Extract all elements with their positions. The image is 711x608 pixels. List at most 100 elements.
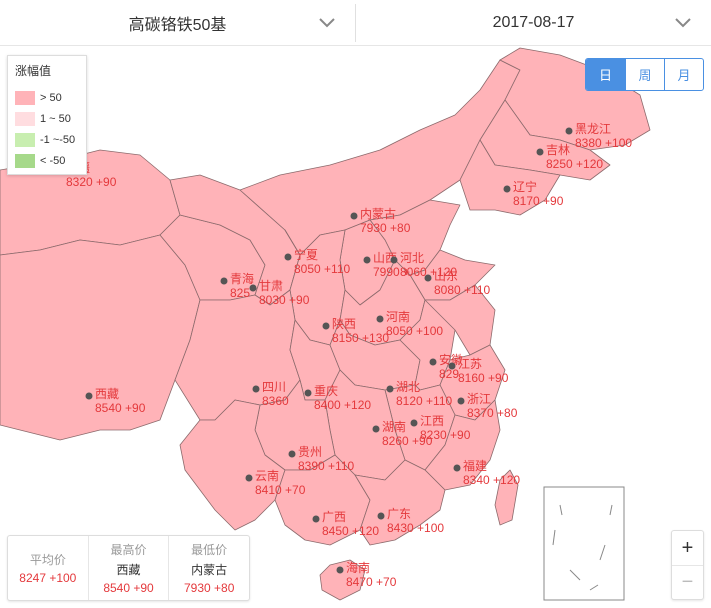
legend-swatch	[15, 111, 35, 126]
stat-average: 平均价 8247 +100	[8, 536, 88, 600]
province-value: 8390 +110	[298, 459, 354, 473]
marker-dot	[424, 274, 432, 282]
period-month-button[interactable]: 月	[664, 59, 703, 90]
province-name: 湖北	[396, 379, 420, 394]
marker-dot	[288, 450, 296, 458]
legend-item[interactable]: -1 ~-50	[15, 129, 79, 150]
province-name: 安徽	[439, 352, 463, 367]
zoom-out-button[interactable]: −	[672, 565, 703, 599]
stat-value: 8247 +100	[19, 571, 77, 585]
product-dropdown[interactable]: 高碳铬铁50基	[0, 0, 355, 46]
date-label: 2017-08-17	[492, 14, 575, 31]
marker-dot	[336, 566, 344, 574]
province-value: 8450 +120	[322, 524, 379, 538]
province-name: 辽宁	[513, 179, 537, 194]
province-taiwan	[494, 469, 519, 526]
zoom-control: + −	[671, 530, 704, 600]
legend-label: > 50	[40, 91, 62, 104]
marker-dot	[322, 322, 330, 330]
south-china-sea-inset	[543, 486, 625, 601]
marker-dot	[429, 358, 437, 366]
province-name: 西藏	[95, 387, 119, 401]
province-name: 内蒙古	[360, 206, 396, 221]
legend-swatch	[15, 90, 35, 105]
marker-dot	[350, 212, 358, 220]
legend-label: -1 ~-50	[40, 133, 76, 146]
marker-dot	[457, 397, 465, 405]
province-value: 8150 +130	[332, 331, 389, 345]
province-jiangsu	[424, 284, 496, 356]
province-liaoning	[459, 139, 561, 216]
province-value: 8250 +120	[546, 157, 603, 171]
legend-item[interactable]: < -50	[15, 150, 79, 171]
province-name: 福建	[463, 458, 487, 473]
province-value: 8540 +90	[95, 401, 146, 415]
province-name: 云南	[255, 468, 279, 483]
province-value: 8380 +100	[575, 136, 632, 150]
period-day-button[interactable]: 日	[586, 59, 625, 90]
marker-dot	[220, 277, 228, 285]
province-value: 8050 +110	[294, 262, 350, 276]
province-name: 陕西	[332, 316, 356, 331]
province-value: 8120 +110	[396, 394, 452, 408]
province-value: 7930 +80	[360, 221, 411, 235]
legend-title: 涨幅值	[15, 64, 52, 78]
legend-item[interactable]: > 50	[15, 87, 79, 108]
stat-province: 内蒙古	[191, 563, 228, 577]
date-dropdown[interactable]: 2017-08-17	[356, 0, 711, 46]
zoom-in-button[interactable]: +	[681, 536, 694, 559]
stat-province: 西藏	[116, 563, 141, 577]
map-area[interactable]: 黑龙江 8380 +100 吉林 8250 +120 辽宁 8170 +90 内蒙古 7930…	[0, 47, 711, 608]
province-value: 8360	[262, 394, 289, 408]
province-name: 湖南	[382, 419, 406, 434]
stats-panel: 平均价 8247 +100 最高价 西藏 8540 +90 最低价 内蒙古 79…	[7, 535, 250, 601]
stat-value: 8540 +90	[103, 581, 154, 595]
marker-dot	[249, 284, 257, 292]
stat-min: 最低价 内蒙古 7930 +80	[168, 536, 249, 600]
legend-label: 1 ~ 50	[40, 112, 71, 125]
legend-item[interactable]: 1 ~ 50	[15, 108, 79, 129]
province-name: 河南	[386, 309, 410, 324]
legend-label: < -50	[40, 154, 66, 167]
stat-title: 平均价	[29, 553, 66, 567]
marker-dot	[363, 256, 371, 264]
marker-dot	[410, 419, 418, 427]
province-name: 广东	[387, 507, 411, 521]
province-name: 江苏	[458, 357, 482, 371]
marker-dot	[386, 385, 394, 393]
province-value: 8370 +80	[467, 406, 518, 420]
period-week-button[interactable]: 周	[625, 59, 664, 90]
stat-title: 最高价	[110, 543, 147, 557]
province-value: 8230 +90	[420, 428, 471, 442]
province-name: 浙江	[467, 392, 491, 406]
province-value: 8340 +120	[463, 473, 520, 487]
